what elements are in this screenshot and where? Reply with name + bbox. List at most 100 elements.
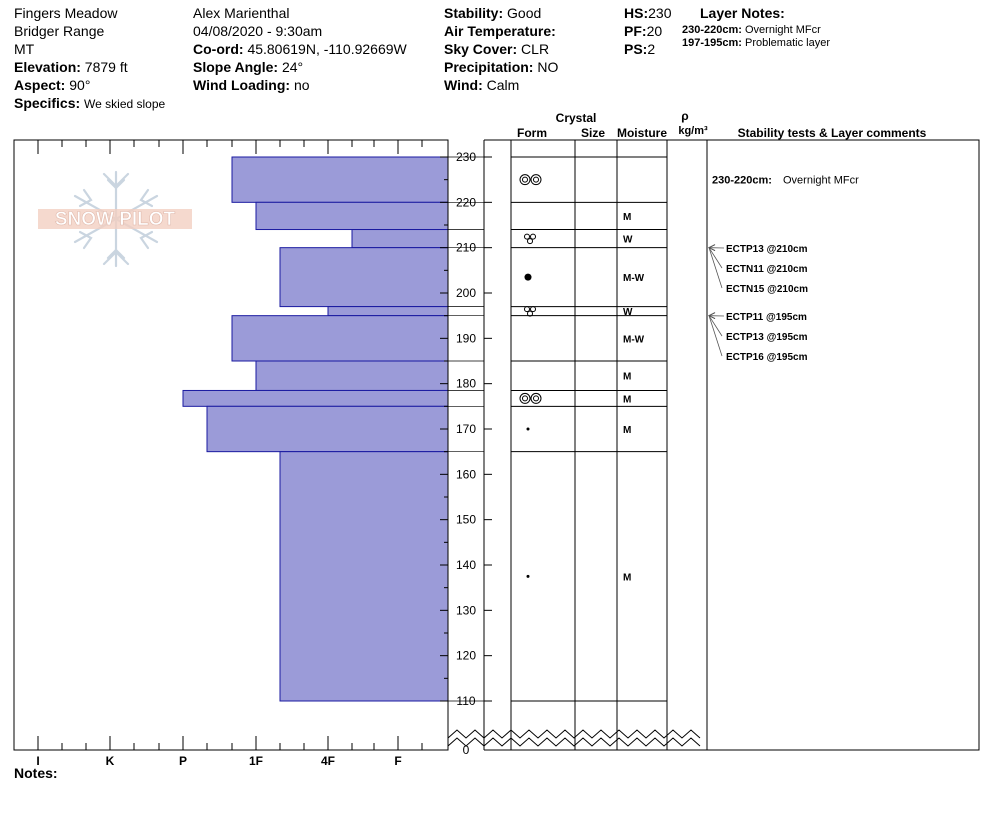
hs-value: 230 bbox=[648, 5, 672, 21]
hardness-label: K bbox=[106, 754, 115, 768]
crystal-dot-icon bbox=[526, 427, 530, 431]
hardness-bar bbox=[351, 229, 449, 249]
stability-test-label: ECTP16 @195cm bbox=[726, 352, 808, 363]
coord-label: Co-ord: bbox=[193, 41, 244, 57]
grid-break-zigzag bbox=[483, 737, 701, 747]
layer-note-range: 230-220cm: bbox=[682, 24, 742, 36]
header-form: Form bbox=[517, 126, 547, 140]
depth-tick-label: 180 bbox=[456, 377, 476, 391]
layer-comment-text: Overnight MFcr bbox=[783, 175, 859, 187]
axis-break-zigzag bbox=[447, 737, 485, 747]
observation-datetime: 04/08/2020 - 9:30am bbox=[193, 23, 323, 39]
stability-test-label: ECTN11 @210cm bbox=[726, 264, 808, 275]
header-moisture: Moisture bbox=[617, 126, 667, 140]
slope-row: Slope Angle: 24° bbox=[193, 58, 303, 76]
wind-value: Calm bbox=[486, 77, 520, 93]
hs-row: HS:230 bbox=[624, 4, 671, 22]
layer-note-range: 197-195cm: bbox=[682, 37, 742, 49]
sky-label: Sky Cover: bbox=[444, 41, 518, 57]
stability-test-leader bbox=[708, 247, 723, 289]
header-rho: ρ bbox=[681, 109, 688, 123]
aspect-label: Aspect: bbox=[14, 77, 66, 93]
ps-label: PS: bbox=[624, 41, 648, 57]
pf-row: PF:20 bbox=[624, 22, 662, 40]
crystal-dot-icon bbox=[524, 273, 532, 281]
hardness-label: P bbox=[179, 754, 187, 768]
hardness-bar bbox=[279, 451, 449, 702]
elevation-value: 7879 ft bbox=[84, 59, 128, 75]
snowflake-icon bbox=[73, 170, 159, 268]
aspect-value: 90° bbox=[69, 77, 91, 93]
moisture-label: M-W bbox=[623, 273, 645, 284]
sky-value: CLR bbox=[521, 41, 550, 57]
stability-test-leader bbox=[708, 247, 723, 269]
ps-value: 2 bbox=[647, 41, 656, 57]
hardness-bar bbox=[255, 201, 449, 231]
moisture-label: W bbox=[623, 235, 633, 246]
snowpilot-logo: SNOW PILOT bbox=[38, 170, 192, 268]
hardness-label: 4F bbox=[321, 754, 335, 768]
stability-label: Stability: bbox=[444, 5, 504, 21]
sky-row: Sky Cover: CLR bbox=[444, 40, 549, 58]
layer-note-item: 230-220cm: Overnight MFcr bbox=[682, 24, 821, 36]
stability-tests: 230-220cm: Overnight MFcr ECTP13 @210cm ECT… bbox=[708, 175, 859, 363]
stability-test-label: ECTP11 @195cm bbox=[726, 312, 807, 323]
site-state: MT bbox=[14, 41, 35, 57]
layer-comment-range: 230-220cm: bbox=[712, 175, 772, 187]
stability-test-label: ECTP13 @195cm bbox=[726, 332, 808, 343]
hardness-label: 1F bbox=[249, 754, 263, 768]
stability-test-arrow bbox=[708, 244, 716, 252]
precip-label: Precipitation: bbox=[444, 59, 534, 75]
coord-value: 45.80619N, -110.92669W bbox=[247, 41, 407, 57]
hardness-bar bbox=[279, 247, 449, 308]
crystal-mfpc-icon bbox=[524, 306, 530, 313]
observer-name: Alex Marienthal bbox=[193, 5, 290, 21]
hardness-label: F bbox=[394, 754, 401, 768]
stability-test-arrow bbox=[708, 312, 716, 320]
crystal-mfcr-icon bbox=[522, 395, 528, 402]
layer-note-text: Problematic layer bbox=[745, 37, 830, 49]
stability-test-leader bbox=[708, 315, 723, 357]
hardness-panel-frame bbox=[13, 139, 449, 751]
site-location: Fingers Meadow bbox=[14, 5, 118, 21]
header-size: Size bbox=[581, 126, 605, 140]
slope-label: Slope Angle: bbox=[193, 59, 279, 75]
depth-tick-label: 160 bbox=[456, 467, 476, 481]
layer-notes-title: Layer Notes: bbox=[700, 5, 785, 21]
notes-label: Notes: bbox=[14, 765, 58, 781]
crystal-mfpc-icon bbox=[527, 310, 533, 317]
wind-loading-label: Wind Loading: bbox=[193, 77, 291, 93]
moisture-label: M bbox=[623, 425, 631, 436]
air-temp-label: Air Temperature: bbox=[444, 23, 556, 39]
crystal-mfcr-icon bbox=[533, 395, 539, 402]
moisture-label: M bbox=[623, 394, 631, 405]
specifics-value: We skied slope bbox=[84, 97, 166, 111]
hs-label: HS: bbox=[624, 5, 649, 21]
ps-row: PS:2 bbox=[624, 40, 655, 58]
crystal-mfcr-icon bbox=[530, 174, 542, 186]
stability-test-leader bbox=[708, 315, 723, 337]
crystal-mfcr-icon bbox=[533, 176, 539, 183]
header-density-unit: kg/m³ bbox=[678, 125, 708, 137]
elevation-label: Elevation: bbox=[14, 59, 81, 75]
wind-loading-value: no bbox=[293, 77, 310, 93]
stability-value: Good bbox=[507, 5, 542, 21]
stability-test-label: ECTN15 @210cm bbox=[726, 284, 808, 295]
depth-tick-label: 120 bbox=[456, 649, 476, 663]
pf-value: 20 bbox=[646, 23, 663, 39]
wind-row: Wind: Calm bbox=[444, 76, 519, 94]
logo-text: SNOW PILOT bbox=[55, 209, 176, 230]
air-temp-row: Air Temperature: bbox=[444, 22, 556, 40]
pf-label: PF: bbox=[624, 23, 647, 39]
crystal-mfcr-icon bbox=[522, 176, 528, 183]
aspect-row: Aspect: 90° bbox=[14, 76, 90, 94]
crystal-mfcr-icon bbox=[519, 392, 531, 404]
crystal-mfcr-icon bbox=[519, 174, 531, 186]
elevation-row: Elevation: 7879 ft bbox=[14, 58, 128, 76]
crystal-mfcr-icon bbox=[530, 392, 542, 404]
depth-tick-label: 200 bbox=[456, 286, 476, 300]
precip-row: Precipitation: NO bbox=[444, 58, 558, 76]
moisture-label: M bbox=[623, 212, 631, 223]
hardness-bar bbox=[231, 315, 449, 362]
